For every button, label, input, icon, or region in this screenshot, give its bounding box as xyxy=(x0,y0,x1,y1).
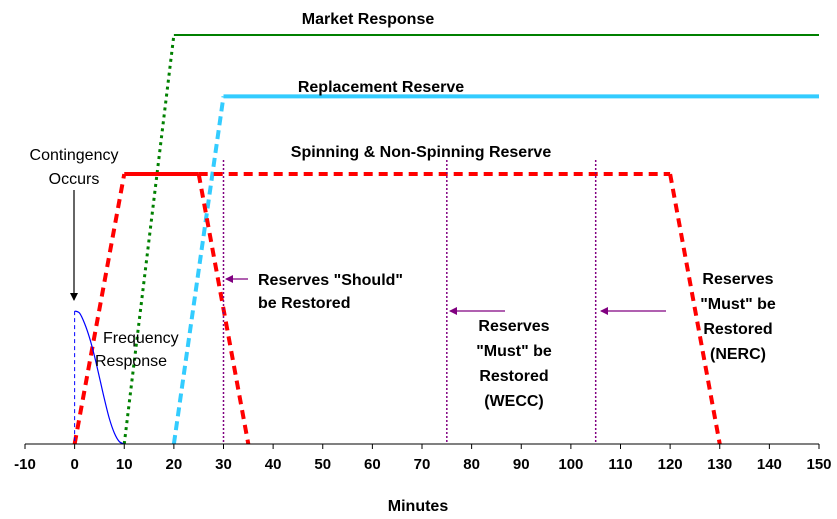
x-tick-label: 20 xyxy=(166,456,183,473)
x-tick-label: 0 xyxy=(70,456,78,473)
spinning-reserve-ramp-down-late xyxy=(668,173,722,445)
x-tick-label: 100 xyxy=(558,456,583,473)
nerc-label-line-2: "Must" be xyxy=(700,296,776,313)
nerc-label-line-1: Reserves xyxy=(702,271,773,288)
x-axis-title: Minutes xyxy=(388,498,449,515)
frequency-response-label-line-2: Response xyxy=(95,353,167,370)
marker-layer xyxy=(74,160,597,444)
x-tick-label: 130 xyxy=(707,456,732,473)
nerc-label-line-3: Restored xyxy=(703,321,772,338)
x-tick-label: 60 xyxy=(364,456,381,473)
x-tick-label: 80 xyxy=(463,456,480,473)
x-tick-labels: -10 0 10 20 30 40 50 60 70 80 90 100 110 120 130 140 150 xyxy=(14,456,831,473)
x-tick-label: 30 xyxy=(215,456,232,473)
contingency-label-line-2: Occurs xyxy=(49,171,100,188)
spinning-reserve-label: Spinning & Non-Spinning Reserve xyxy=(291,144,552,161)
x-tick-marks xyxy=(24,444,820,449)
should-restore-label-line-2: be Restored xyxy=(258,295,350,312)
x-tick-label: 90 xyxy=(513,456,530,473)
wecc-label-line-3: Restored xyxy=(479,368,548,385)
replacement-reserve-ramp xyxy=(171,96,226,445)
should-restore-label-line-1: Reserves "Should" xyxy=(258,272,403,289)
replacement-reserve-label: Replacement Reserve xyxy=(298,79,464,96)
wecc-label-line-1: Reserves xyxy=(478,318,549,335)
spinning-reserve-ramp-up xyxy=(72,173,127,445)
x-tick-label: 40 xyxy=(265,456,282,473)
nerc-annotation: Reserves "Must" be Restored (NERC) xyxy=(600,271,776,363)
x-tick-label: 70 xyxy=(414,456,431,473)
x-tick-label: 110 xyxy=(608,456,632,473)
wecc-label-line-4: (WECC) xyxy=(484,393,544,410)
frequency-response-curve xyxy=(74,310,125,445)
wecc-annotation: Reserves "Must" be Restored (WECC) xyxy=(449,307,552,410)
contingency-annotation: Contingency Occurs xyxy=(30,147,119,301)
x-tick-label: -10 xyxy=(14,456,36,473)
x-tick-label: 10 xyxy=(116,456,133,473)
contingency-label-line-1: Contingency xyxy=(30,147,119,164)
x-axis: -10 0 10 20 30 40 50 60 70 80 90 100 110 120 130 140 150… xyxy=(14,443,832,515)
x-tick-label: 50 xyxy=(314,456,331,473)
nerc-label-line-4: (NERC) xyxy=(710,346,766,363)
market-response-label: Market Response xyxy=(302,11,435,28)
should-restore-annotation: Reserves "Should" be Restored xyxy=(225,272,403,312)
market-response-ramp xyxy=(122,34,176,445)
x-tick-label: 140 xyxy=(757,456,782,473)
x-tick-label: 150 xyxy=(806,456,831,473)
x-tick-label: 120 xyxy=(658,456,683,473)
wecc-label-line-2: "Must" be xyxy=(476,343,552,360)
series-layer xyxy=(72,34,819,445)
frequency-response-label-line-1: Frequency xyxy=(103,330,179,347)
